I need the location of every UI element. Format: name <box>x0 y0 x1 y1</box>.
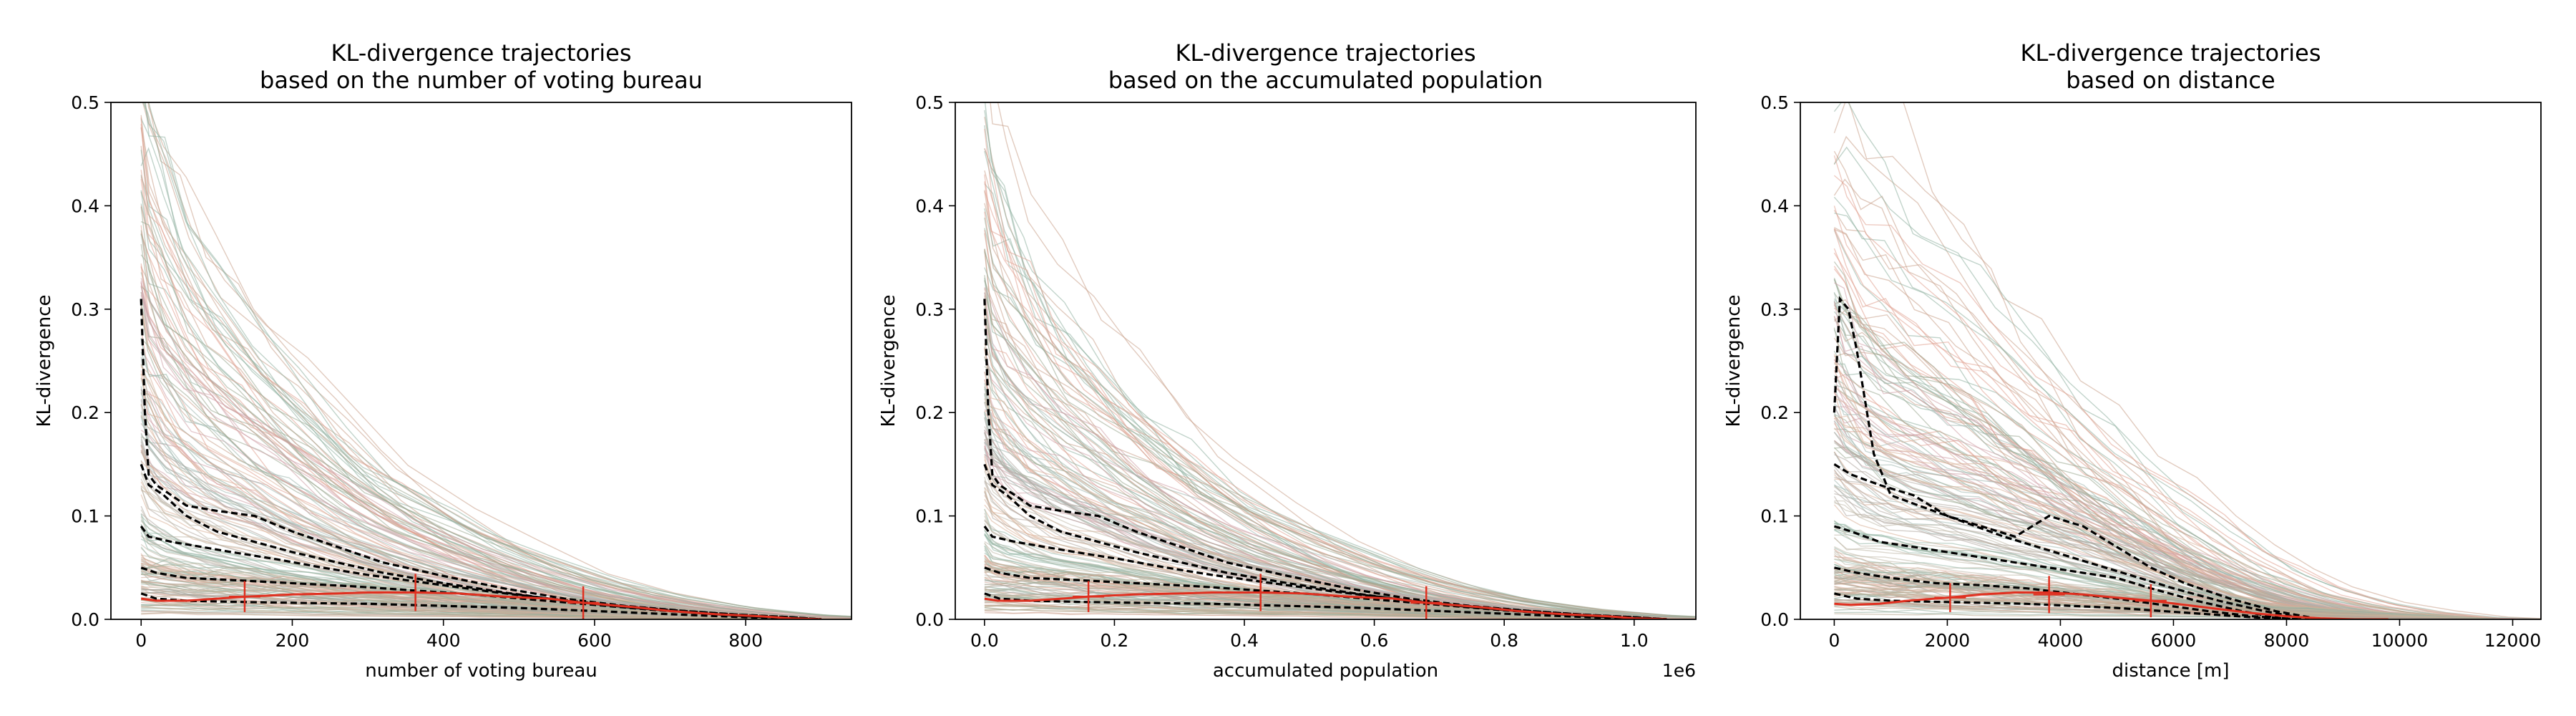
trajectory-line <box>984 606 1667 619</box>
y-tick-label: 0.0 <box>915 609 944 630</box>
trajectory-line <box>1833 102 2541 619</box>
plot-area <box>1833 102 2541 619</box>
x-tick-label: 0.2 <box>1101 630 1129 651</box>
x-tick-label: 0.4 <box>1230 630 1259 651</box>
x-tick-label: 0.8 <box>1490 630 1518 651</box>
x-axis-label: distance [m] <box>2112 660 2229 682</box>
x-tick-label: 4000 <box>2038 630 2084 651</box>
y-tick-label: 0.3 <box>71 299 99 320</box>
y-tick-label: 0.1 <box>71 506 99 527</box>
chart-title-line-2: based on distance <box>2066 67 2275 94</box>
trajectory-line <box>984 292 1696 618</box>
trajectory-line <box>1833 102 2464 619</box>
trajectory-line <box>1834 599 2502 619</box>
chart-title-line-1: KL-divergence trajectories <box>1176 39 1476 67</box>
axes-frame <box>1800 102 2542 620</box>
mean-line <box>984 591 1667 619</box>
chart-panel-3: 0 2000 4000 6000 8000 10000 12000 0.0 0.1 0.2 0.3 0… <box>1723 39 2542 682</box>
trajectory-line <box>140 282 852 619</box>
trajectory-line <box>984 217 1696 617</box>
trajectory-line <box>984 307 1696 619</box>
y-axis-label: KL-divergence <box>1723 294 1745 427</box>
y-tick-label: 0.4 <box>71 195 99 216</box>
reference-dashed-line <box>140 526 821 619</box>
plot-area <box>983 102 1696 619</box>
trajectory-line <box>984 382 1696 619</box>
trajectory-line <box>1833 298 2532 619</box>
y-tick-label: 0.2 <box>71 402 99 423</box>
x-tick-label: 1.0 <box>1620 630 1649 651</box>
x-tick-label: 2000 <box>1925 630 1971 651</box>
y-tick-label: 0.3 <box>1760 299 1789 320</box>
plot-area <box>140 102 852 619</box>
axes-frame <box>955 102 1697 620</box>
trajectory-line <box>1834 591 2502 619</box>
y-tick-label: 0.0 <box>1760 609 1789 630</box>
x-tick-label: 6000 <box>2151 630 2197 651</box>
x-tick-label: 0.0 <box>970 630 999 651</box>
trajectory-line <box>1833 155 2540 619</box>
y-tick-label: 0.2 <box>1760 402 1789 423</box>
chart-title-line-1: KL-divergence trajectories <box>2021 39 2321 67</box>
reference-dashed-line <box>1833 296 2310 619</box>
trajectory-line <box>1833 354 2541 619</box>
trajectory-line <box>141 604 821 619</box>
trajectory-line <box>140 191 852 617</box>
chart-title-line-2: based on the number of voting bureau <box>260 67 703 94</box>
x-tick-label: 0 <box>135 630 147 651</box>
mean-line <box>1834 591 2389 619</box>
y-tick-label: 0.5 <box>1760 92 1789 113</box>
trajectory-line <box>984 579 1667 619</box>
y-axis-label: KL-divergence <box>34 294 55 427</box>
trajectory-line <box>143 102 819 619</box>
x-tick-label: 200 <box>275 630 310 651</box>
trajectory-line <box>984 248 1696 619</box>
chart-panel-2: 0.0 0.2 0.4 0.6 0.8 1.0 0.0 0.1 0.2 0.3 0.4 0.5 1e6 a… <box>878 39 1697 682</box>
x-tick-label: 12000 <box>2484 630 2542 651</box>
chart-panel-1: 0 200 400 600 800 0.0 0.1 0.2 0.3 0.4 0.5 number of… <box>34 39 852 682</box>
x-axis-label: number of voting bureau <box>365 660 597 682</box>
y-tick-label: 0.2 <box>915 402 944 423</box>
x-tick-label: 0.6 <box>1360 630 1389 651</box>
y-tick-label: 0.3 <box>915 299 944 320</box>
y-tick-label: 0.4 <box>1760 195 1789 216</box>
trajectory-line <box>141 581 821 619</box>
y-tick-label: 0.5 <box>71 92 99 113</box>
y-tick-label: 0.5 <box>915 92 944 113</box>
x-axis-label: accumulated population <box>1213 660 1438 682</box>
trajectory-line <box>984 588 1667 619</box>
trajectory-line <box>1834 563 2502 619</box>
y-tick-label: 0.4 <box>915 195 944 216</box>
axes-frame <box>110 102 852 620</box>
trajectory-line <box>140 221 847 619</box>
x-tick-label: 800 <box>728 630 763 651</box>
y-tick-label: 0.0 <box>71 609 99 630</box>
reference-dashed-line <box>983 299 1667 619</box>
trajectory-line <box>140 115 848 619</box>
y-axis-label: KL-divergence <box>878 294 899 427</box>
x-offset-label: 1e6 <box>1662 660 1696 681</box>
reference-dashed-line <box>1833 525 2287 619</box>
trajectory-line <box>140 294 852 619</box>
trajectory-line <box>984 359 1696 618</box>
trajectory-line <box>1834 569 2502 619</box>
trajectory-line <box>140 124 852 619</box>
y-tick-label: 0.1 <box>915 506 944 527</box>
trajectory-line <box>1834 387 2541 619</box>
trajectory-line <box>140 349 852 619</box>
trajectory-line <box>140 263 852 619</box>
x-tick-label: 400 <box>426 630 461 651</box>
chart-title-line-1: KL-divergence trajectories <box>331 39 632 67</box>
trajectory-line <box>141 611 821 619</box>
x-tick-label: 10000 <box>2371 630 2429 651</box>
chart-title-line-2: based on the accumulated population <box>1108 67 1543 94</box>
reference-dashed-line <box>1833 463 2321 619</box>
y-tick-label: 0.1 <box>1760 506 1789 527</box>
x-tick-label: 600 <box>577 630 612 651</box>
mean-line <box>140 591 821 619</box>
x-tick-label: 8000 <box>2264 630 2310 651</box>
x-tick-label: 0 <box>1828 630 1840 651</box>
